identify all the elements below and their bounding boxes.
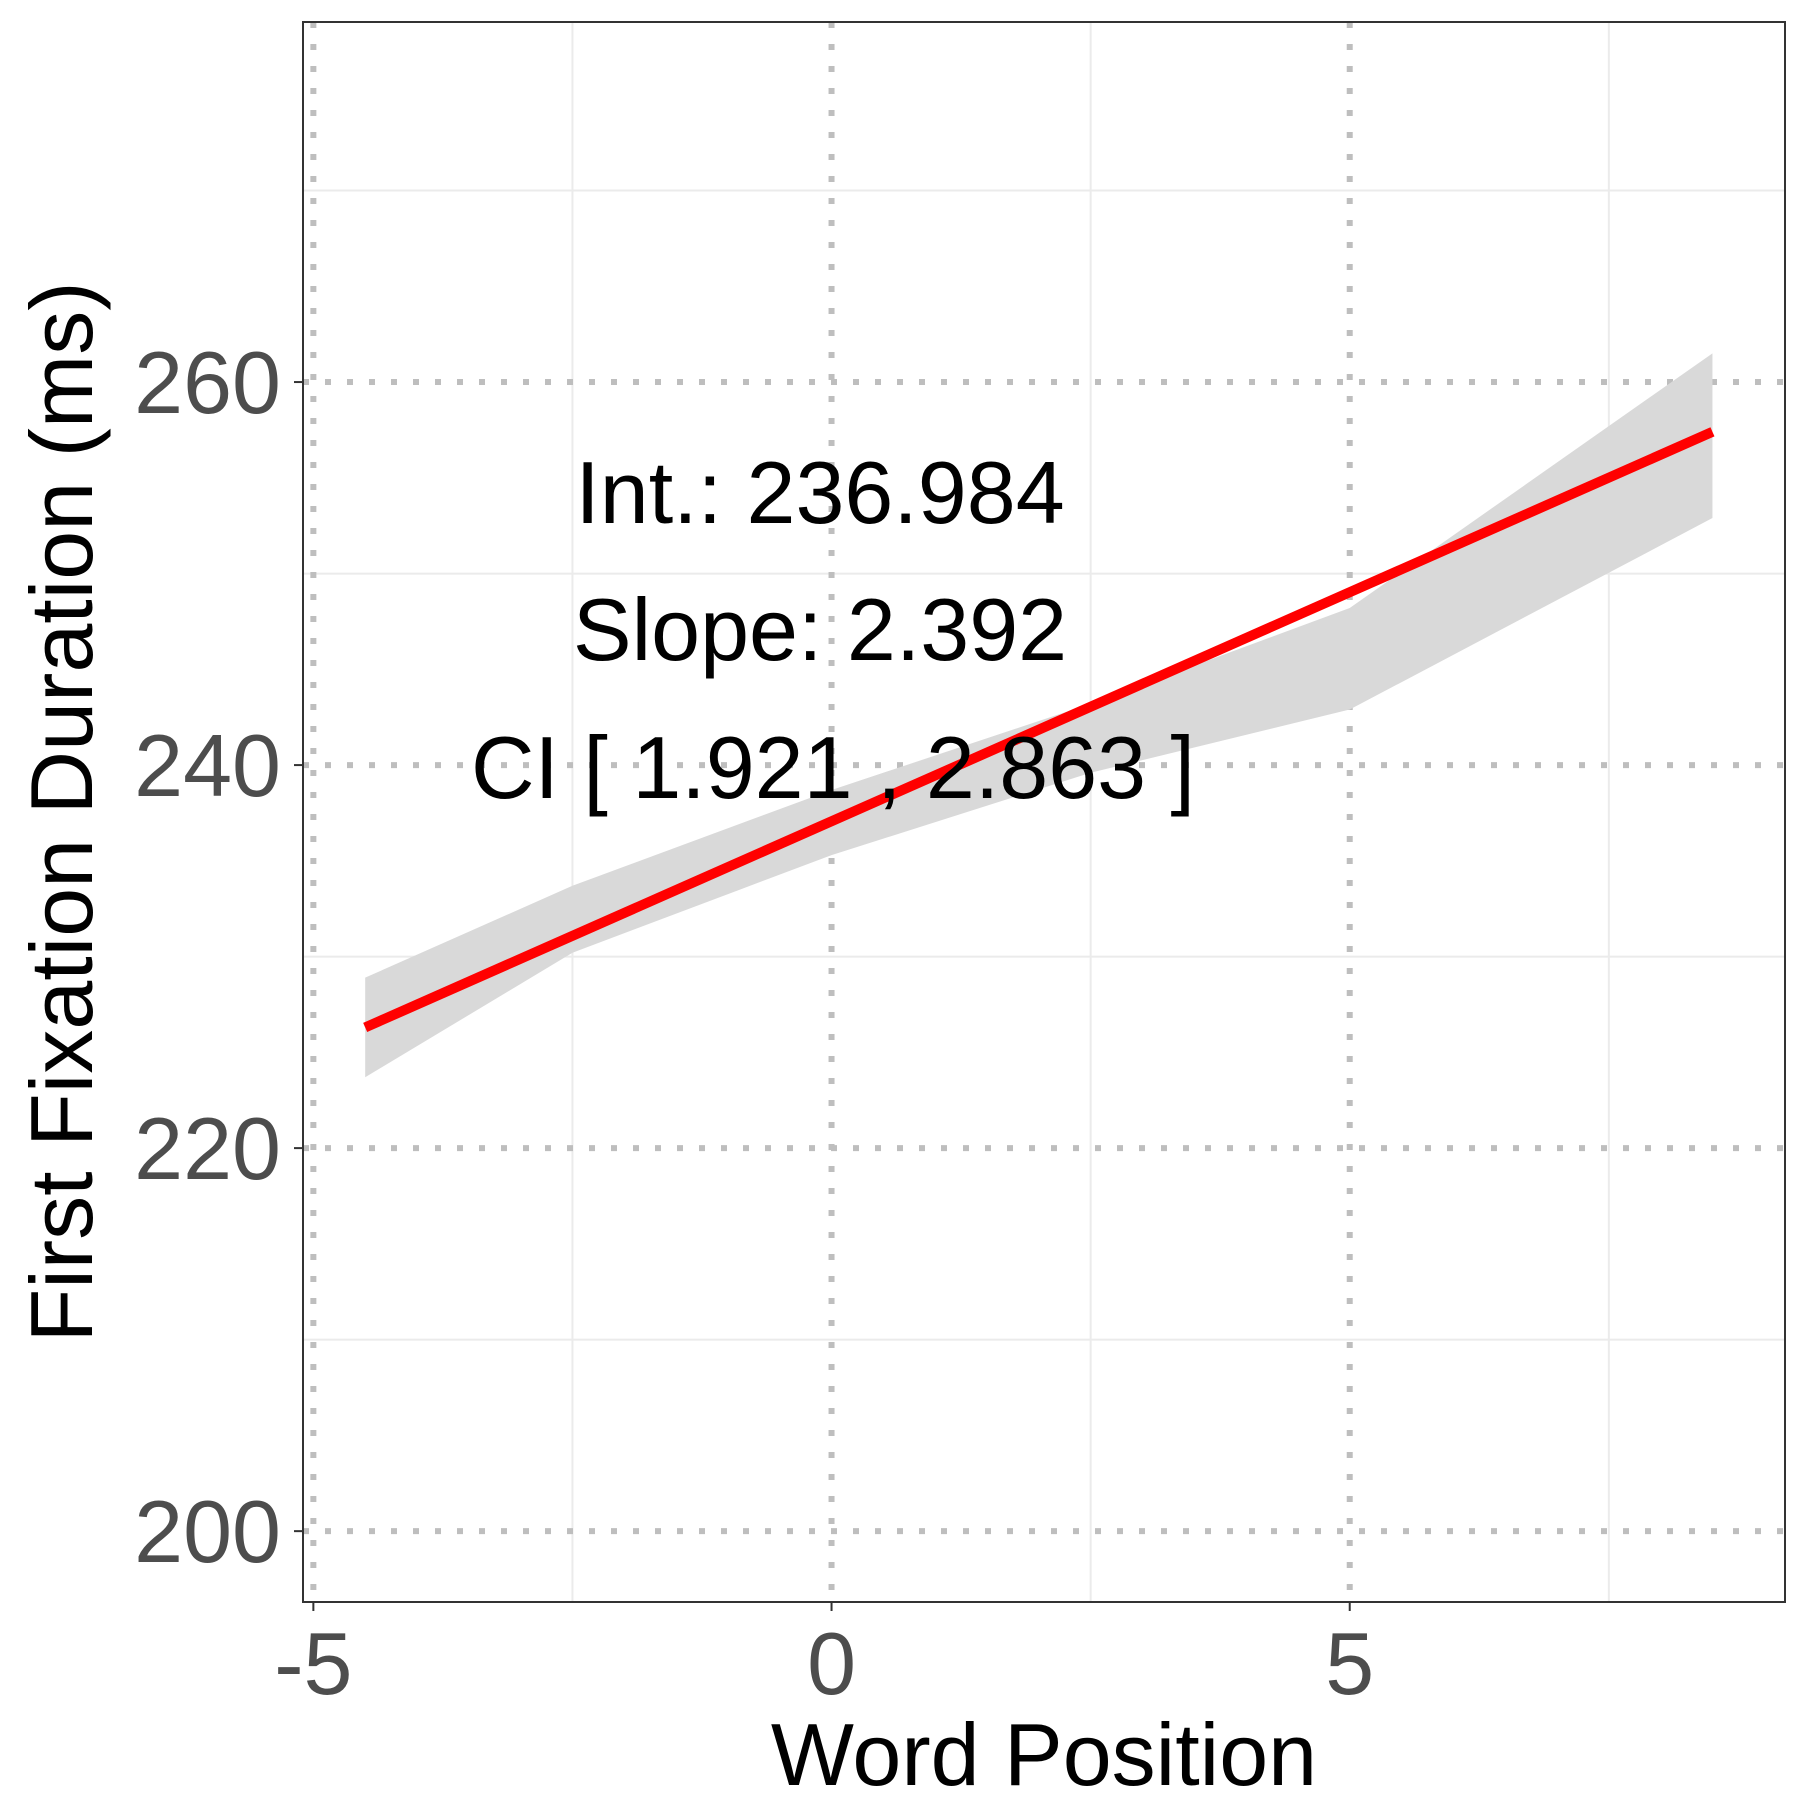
x-tick-label: -5	[274, 1614, 352, 1713]
x-axis-ticks: -5 0 5	[274, 1602, 1374, 1713]
y-axis-title: First Fixation Duration (ms)	[12, 281, 111, 1342]
confidence-band-layer	[365, 353, 1713, 1078]
confidence-band	[365, 353, 1713, 1078]
x-tick-label: 0	[807, 1614, 856, 1713]
annotation-slope: Slope: 2.392	[573, 580, 1067, 679]
y-tick-label: 220	[134, 1099, 281, 1198]
regression-line	[363, 427, 1715, 1033]
panel-border	[302, 21, 1786, 1603]
annotation-ci: CI [ 1.921 , 2.863 ]	[471, 718, 1195, 817]
major-gridlines	[303, 22, 1785, 1602]
y-axis-ticks: 200 220 240 260	[134, 333, 303, 1581]
x-tick-label: 5	[1325, 1614, 1374, 1713]
annotation-intercept: Int.: 236.984	[575, 443, 1064, 542]
regression-line-layer	[363, 427, 1715, 1033]
y-tick-label: 240	[134, 716, 281, 815]
x-axis-title: Word Position	[771, 1705, 1317, 1800]
y-tick-label: 200	[134, 1482, 281, 1581]
y-tick-label: 260	[134, 333, 281, 432]
